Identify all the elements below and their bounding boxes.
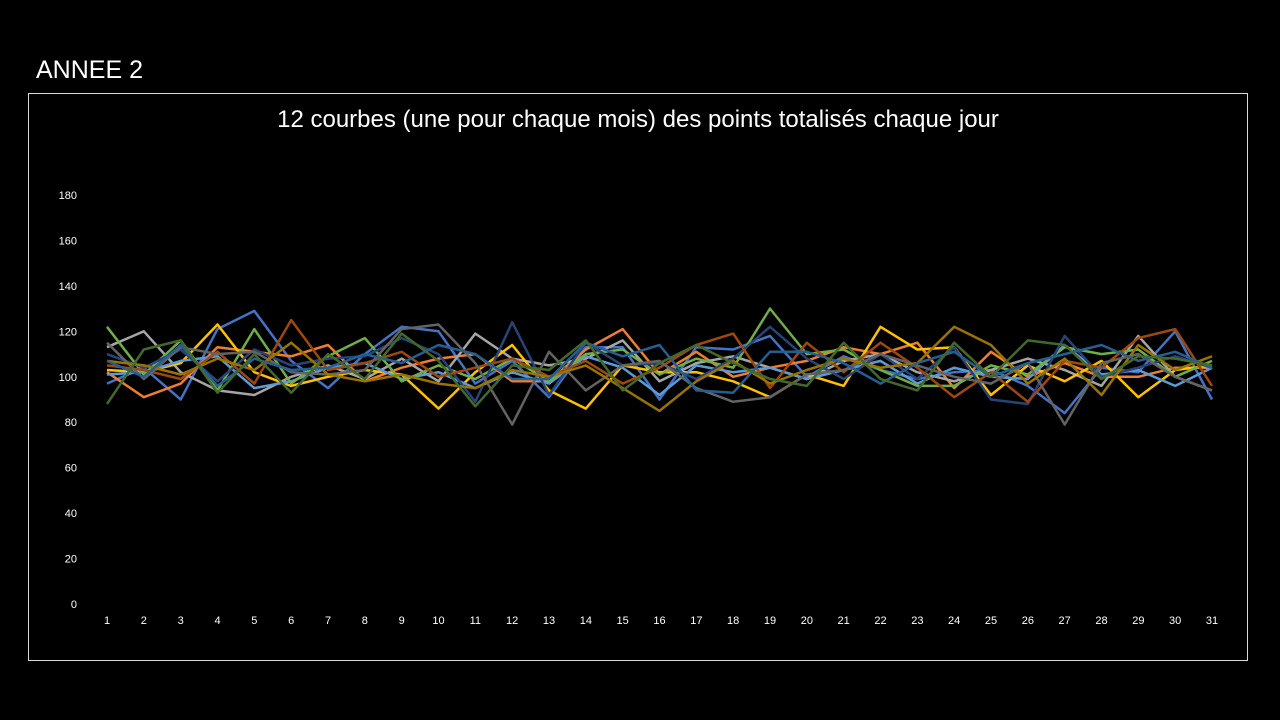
y-tick-label: 160: [59, 235, 77, 247]
x-tick-label: 30: [1169, 615, 1181, 627]
x-tick-label: 3: [178, 615, 184, 627]
y-tick-label: 80: [65, 417, 77, 429]
x-tick-label: 1: [104, 615, 110, 627]
series-line-11: [106, 341, 1213, 394]
x-tick-label: 27: [1059, 615, 1071, 627]
x-tick-label: 24: [948, 615, 960, 627]
y-tick-label: 140: [59, 281, 77, 293]
x-tick-label: 9: [399, 615, 405, 627]
y-tick-label: 0: [71, 599, 77, 611]
x-tick-label: 18: [727, 615, 739, 627]
x-tick-label: 21: [838, 615, 850, 627]
x-tick-label: 6: [288, 615, 294, 627]
x-tick-label: 4: [214, 615, 220, 627]
x-tick-label: 10: [432, 615, 444, 627]
x-tick-label: 12: [506, 615, 518, 627]
y-axis-ticks: 0 20 40 60 80 100 120 140 160 180: [59, 190, 77, 611]
chart-title: 12 courbes (une pour chaque mois) des po…: [277, 106, 999, 133]
x-tick-label: 19: [764, 615, 776, 627]
y-tick-label: 100: [59, 372, 77, 384]
x-tick-label: 28: [1095, 615, 1107, 627]
series-line-8: [106, 318, 1214, 404]
x-tick-label: 22: [874, 615, 886, 627]
series-line-10: [106, 325, 1213, 413]
x-tick-label: 25: [985, 615, 997, 627]
series-line-3: [106, 330, 1213, 397]
x-tick-label: 29: [1132, 615, 1144, 627]
x-tick-label: 13: [543, 615, 555, 627]
chart-frame: 12 courbes (une pour chaque mois) des po…: [28, 93, 1248, 661]
series-line-5: [106, 343, 1213, 397]
x-tick-label: 20: [801, 615, 813, 627]
x-tick-label: 2: [141, 615, 147, 627]
slide-title: ANNEE 2: [36, 56, 143, 84]
x-tick-label: 14: [580, 615, 592, 627]
x-tick-label: 16: [653, 615, 665, 627]
x-tick-label: 23: [911, 615, 923, 627]
y-tick-label: 120: [59, 326, 77, 338]
y-tick-label: 20: [65, 554, 77, 566]
y-tick-label: 60: [65, 463, 77, 475]
y-tick-label: 40: [65, 508, 77, 520]
series-line-12: [105, 332, 1213, 408]
series-layer: [105, 307, 1214, 426]
x-tick-label: 5: [251, 615, 257, 627]
series-line-6: [106, 307, 1213, 392]
x-tick-label: 11: [470, 615, 481, 627]
x-axis-ticks: 1 2 3 4 5 6 7 8 9 10 11 12 13 14 15 16 17 18 19 20 21 22 23 24 2…: [104, 615, 1218, 627]
x-tick-label: 26: [1022, 615, 1034, 627]
x-tick-label: 31: [1206, 615, 1218, 627]
y-tick-label: 180: [59, 190, 77, 202]
x-tick-label: 7: [325, 615, 331, 627]
x-tick-label: 8: [362, 615, 368, 627]
series-line-1: [106, 309, 1214, 415]
x-tick-label: 17: [690, 615, 702, 627]
x-tick-label: 15: [617, 615, 629, 627]
